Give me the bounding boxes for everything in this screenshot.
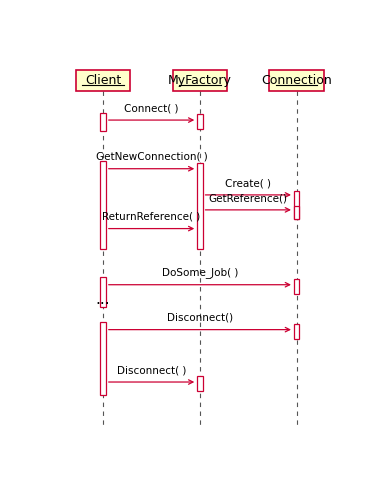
Text: Connection: Connection — [261, 74, 332, 87]
Text: DoSome_Job( ): DoSome_Job( ) — [162, 267, 238, 278]
Text: ...: ... — [96, 292, 110, 307]
Text: ReturnReference( ): ReturnReference( ) — [103, 212, 200, 222]
Text: Disconnect(): Disconnect() — [167, 313, 233, 323]
Bar — [294, 324, 299, 339]
Bar — [101, 161, 106, 249]
Bar — [269, 70, 324, 91]
Bar — [101, 322, 106, 395]
Bar — [294, 279, 299, 294]
Bar — [197, 163, 202, 249]
Text: Disconnect( ): Disconnect( ) — [117, 365, 186, 375]
Text: Client: Client — [85, 74, 121, 87]
Text: Connect( ): Connect( ) — [124, 104, 179, 113]
Text: GetNewConnection( ): GetNewConnection( ) — [96, 152, 207, 162]
Text: GetReference(): GetReference() — [209, 193, 288, 203]
Text: Create( ): Create( ) — [225, 178, 271, 188]
Bar — [197, 114, 202, 129]
Bar — [101, 113, 106, 131]
Bar — [76, 70, 130, 91]
Bar — [294, 206, 299, 219]
Bar — [197, 376, 202, 391]
Text: MyFactory: MyFactory — [168, 74, 232, 87]
Bar — [294, 191, 299, 219]
Bar — [101, 277, 106, 307]
Bar — [173, 70, 227, 91]
